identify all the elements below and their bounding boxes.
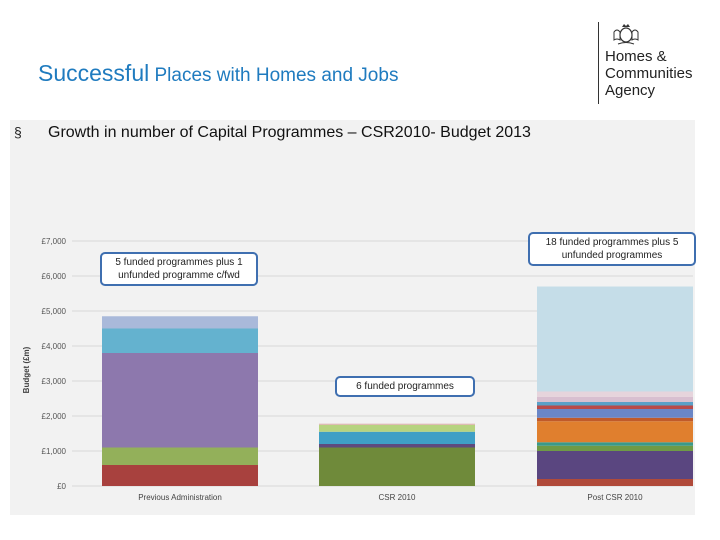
budget-chart: £0 £1,000 £2,000 £3,000 £4,000 £5,000 £6,000 £7… [22,237,693,502]
y-tick-label: £0 [57,482,66,491]
y-axis-label: Budget (£m) [22,346,31,393]
logo-line2: Communities [605,65,693,82]
bar-segment [102,328,258,353]
bar-segment [537,396,693,402]
x-category-label: CSR 2010 [379,493,416,502]
page-title: Successful Places with Homes and Jobs [38,60,398,87]
bar-segment [537,402,693,406]
x-axis-categories: Previous Administration CSR 2010 Post CSR … [138,493,643,502]
bar-segment [537,479,693,486]
bullet-icon: § [14,124,22,140]
callout-previous-administration: 5 funded programmes plus 1 unfunded prog… [100,252,258,286]
callout-csr-2010: 6 funded programmes [335,376,475,397]
title-part2: Places with Homes and Jobs [149,65,399,86]
bar-segment [102,447,258,465]
bar-segment [319,431,475,444]
bar-segment [537,417,693,422]
y-axis-ticks: £0 £1,000 £2,000 £3,000 £4,000 £5,000 £6,000 £7… [42,237,67,491]
logo-divider [598,22,599,104]
bar-segment [102,465,258,486]
x-category-label: Previous Administration [138,493,222,502]
bar-segment [537,405,693,409]
y-tick-label: £2,000 [42,412,67,421]
bar-segment [537,421,693,443]
chart-bars [102,286,693,486]
bar-segment [537,442,693,446]
callout-post-csr-2010: 18 funded programmes plus 5 unfunded pro… [528,232,696,266]
y-tick-label: £5,000 [42,307,67,316]
bar-segment [319,423,475,425]
x-category-label: Post CSR 2010 [587,493,643,502]
bar-segment [319,444,475,448]
y-tick-label: £7,000 [42,237,67,246]
royal-crest-icon [613,24,639,45]
bar-segment [537,391,693,397]
bar-segment [537,286,693,392]
bar-segment [319,447,475,486]
bar-segment [102,353,258,448]
logo-line3: Agency [605,82,656,99]
y-tick-label: £4,000 [42,342,67,351]
hca-logo: Homes & Communities Agency [598,20,716,106]
bar-segment [537,409,693,418]
bar-segment [319,424,475,432]
logo-text: Homes & Communities Agency [605,48,693,99]
y-tick-label: £6,000 [42,272,67,281]
slide-subtitle: Growth in number of Capital Programmes –… [48,124,531,141]
bar-segment [537,451,693,479]
bar-segment [537,445,693,451]
y-tick-label: £3,000 [42,377,67,386]
logo-line1: Homes & [605,48,667,65]
bar-segment [102,316,258,329]
y-tick-label: £1,000 [42,447,67,456]
title-part1: Successful [38,60,150,86]
